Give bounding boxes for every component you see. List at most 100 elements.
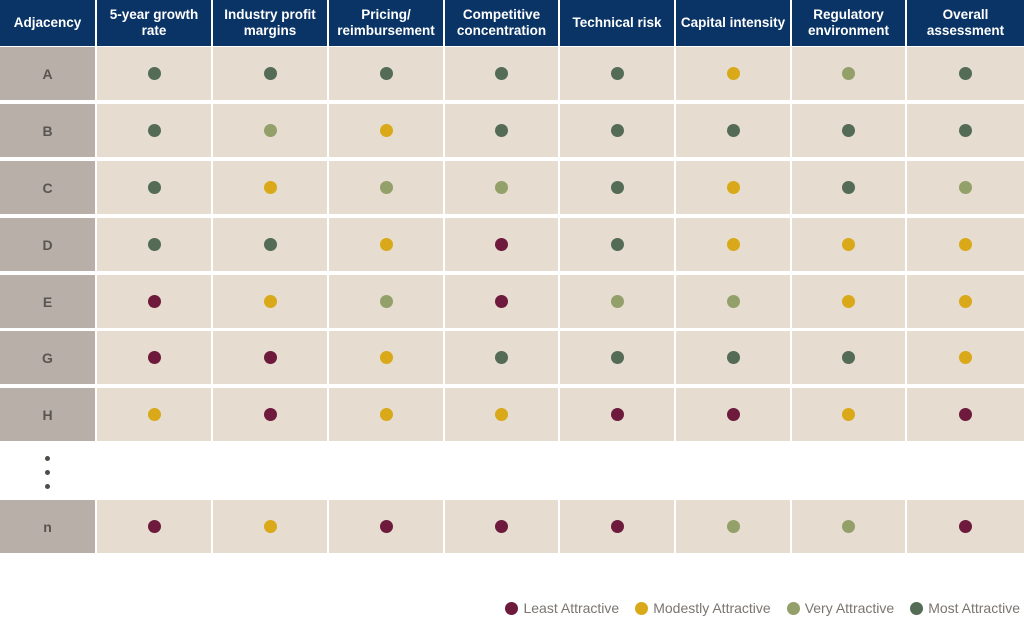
column-header: Technical risk (560, 0, 674, 46)
row-label: A (0, 47, 95, 100)
least-attractive-dot-icon (147, 351, 161, 364)
column-header: Overall assessment (907, 0, 1024, 46)
rating-cell (907, 161, 1024, 214)
most-attractive-dot-icon (726, 351, 740, 364)
rating-cell (445, 104, 558, 157)
least-attractive-dot-icon (610, 520, 624, 533)
rating-cell (97, 275, 211, 328)
most-attractive-dot-icon (147, 181, 161, 194)
most-attractive-dot-icon (495, 351, 508, 364)
most-attractive-dot-icon (263, 67, 277, 80)
rating-cell (213, 275, 327, 328)
least-attractive-dot-icon (959, 520, 972, 533)
row-label: G (0, 331, 95, 384)
very-attractive-dot-icon (263, 124, 277, 137)
rating-cell (213, 104, 327, 157)
rating-cell (560, 161, 674, 214)
rating-cell (213, 500, 327, 553)
row-label: D (0, 218, 95, 271)
very-attractive-dot-icon (379, 295, 393, 308)
very-attractive-dot-icon (379, 181, 393, 194)
very-attractive-dot-icon (842, 520, 855, 533)
most-attractive-dot-icon (959, 124, 972, 137)
most-attractive-dot-icon (959, 67, 972, 80)
rating-cell (792, 218, 905, 271)
most-attractive-dot-icon (495, 67, 508, 80)
least-attractive-dot-icon (959, 408, 972, 421)
legend-item-very: Very Attractive (786, 600, 895, 616)
very-attractive-dot-icon (786, 601, 800, 615)
rating-cell (213, 218, 327, 271)
rating-cell (560, 500, 674, 553)
row-label: C (0, 161, 95, 214)
most-attractive-dot-icon (610, 67, 624, 80)
legend: Least Attractive Modestly Attractive Ver… (489, 600, 1020, 616)
rating-cell (445, 275, 558, 328)
rating-cell (560, 331, 674, 384)
most-attractive-dot-icon (379, 67, 393, 80)
rating-cell (676, 104, 790, 157)
very-attractive-dot-icon (726, 295, 740, 308)
most-attractive-dot-icon (147, 124, 161, 137)
modestly-attractive-dot-icon (379, 351, 393, 364)
legend-item-most: Most Attractive (910, 600, 1020, 616)
row-label: n (0, 500, 95, 553)
rating-cell (97, 47, 211, 100)
column-header: Adjacency (0, 0, 95, 46)
most-attractive-dot-icon (610, 124, 624, 137)
rating-cell (445, 47, 558, 100)
rating-cell (329, 275, 443, 328)
rating-cell (445, 331, 558, 384)
rating-cell (907, 104, 1024, 157)
rating-cell (676, 388, 790, 441)
legend-label: Modestly Attractive (653, 600, 771, 616)
modestly-attractive-dot-icon (263, 295, 277, 308)
rating-cell (445, 388, 558, 441)
legend-label: Most Attractive (928, 600, 1020, 616)
modestly-attractive-dot-icon (635, 601, 649, 615)
rating-cell (676, 47, 790, 100)
modestly-attractive-dot-icon (959, 295, 972, 308)
most-attractive-dot-icon (610, 351, 624, 364)
row-label: B (0, 104, 95, 157)
modestly-attractive-dot-icon (959, 238, 972, 251)
ellipsis-dot-icon (45, 456, 50, 461)
rating-cell (907, 218, 1024, 271)
rating-cell (329, 161, 443, 214)
legend-label: Least Attractive (523, 600, 620, 616)
rating-cell (676, 275, 790, 328)
modestly-attractive-dot-icon (379, 124, 393, 137)
rating-cell (97, 388, 211, 441)
rating-cell (792, 500, 905, 553)
rating-cell (445, 161, 558, 214)
rating-cell (97, 104, 211, 157)
column-header: Competitive concentration (445, 0, 558, 46)
rating-cell (676, 218, 790, 271)
most-attractive-dot-icon (263, 238, 277, 251)
modestly-attractive-dot-icon (263, 181, 277, 194)
column-header: Industry profit margins (213, 0, 327, 46)
most-attractive-dot-icon (495, 124, 508, 137)
rating-cell (97, 331, 211, 384)
ellipsis-dot-icon (45, 470, 50, 475)
rating-cell (329, 47, 443, 100)
most-attractive-dot-icon (842, 181, 855, 194)
modestly-attractive-dot-icon (959, 351, 972, 364)
attractiveness-matrix: Adjacency 5-year growth rate Industry prof… (0, 0, 1024, 553)
most-attractive-dot-icon (910, 601, 924, 615)
very-attractive-dot-icon (959, 181, 972, 194)
modestly-attractive-dot-icon (379, 408, 393, 421)
least-attractive-dot-icon (263, 351, 277, 364)
rating-cell (676, 161, 790, 214)
very-attractive-dot-icon (495, 181, 508, 194)
most-attractive-dot-icon (147, 238, 161, 251)
legend-label: Very Attractive (804, 600, 895, 616)
rating-cell (907, 500, 1024, 553)
least-attractive-dot-icon (495, 520, 508, 533)
column-header: Regulatory environment (792, 0, 905, 46)
most-attractive-dot-icon (147, 67, 161, 80)
column-header: Capital intensity (676, 0, 790, 46)
rating-cell (445, 500, 558, 553)
rating-cell (97, 500, 211, 553)
rating-cell (676, 331, 790, 384)
